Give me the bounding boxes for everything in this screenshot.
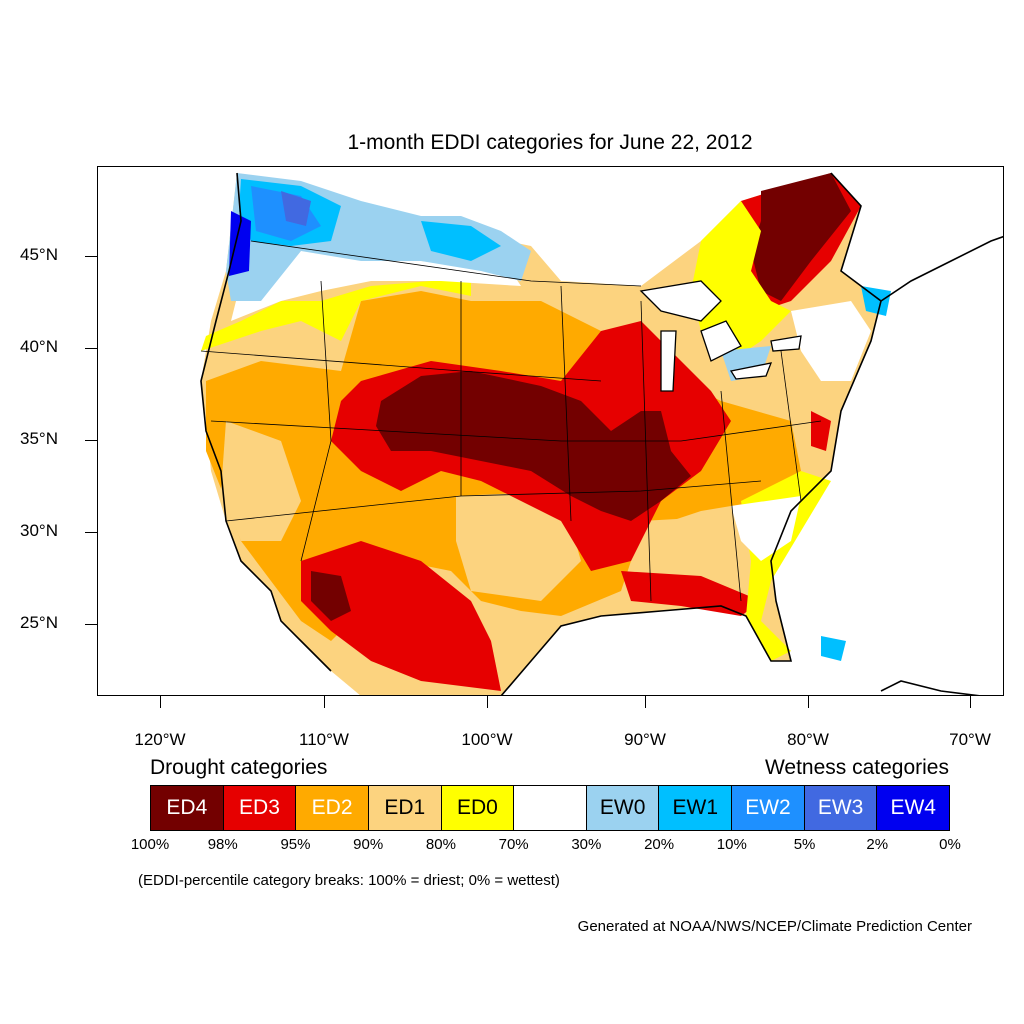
map-region-ed1-southwest: [221, 421, 301, 541]
lat-label-25: 25°N: [20, 613, 58, 632]
legend-box-ew0: EW0: [586, 786, 660, 830]
eddi-map: [97, 166, 1004, 696]
map-region-ed4-southwest: [311, 571, 351, 621]
map-region-ed3-mid-atlantic: [811, 411, 831, 451]
legend-box-ew3: EW3: [804, 786, 878, 830]
legend-percent-label: 80%: [425, 836, 456, 853]
map-region-ed4-ontario: [751, 173, 851, 301]
legend-wetness-heading: Wetness categories: [764, 756, 949, 779]
map-region-neutral-northeast: [791, 301, 871, 381]
lat-label-35: 35°N: [20, 429, 58, 448]
lon-tick-110: [324, 696, 325, 708]
lon-label-120: 120°W: [134, 730, 186, 749]
map-region-ed1-oklahoma: [456, 491, 581, 601]
map-region-ed4-central: [376, 371, 691, 521]
lon-label-100: 100°W: [461, 730, 513, 749]
lon-tick-100: [487, 696, 488, 708]
lon-label-90: 90°W: [624, 730, 666, 749]
legend-percent-label: 30%: [571, 836, 602, 853]
lon-tick-120: [160, 696, 161, 708]
lat-label-30: 30°N: [20, 521, 58, 540]
legend-drought-heading: Drought categories: [150, 756, 328, 779]
map-region-ew1-northcentral: [421, 221, 501, 261]
legend-box-ed0: ED0: [441, 786, 515, 830]
legend-box-ed1: ED1: [368, 786, 442, 830]
legend-box-ew4: EW4: [877, 786, 950, 830]
legend-percent-label: 95%: [280, 836, 311, 853]
legend-percent-label: 2%: [866, 836, 889, 853]
lon-tick-70: [970, 696, 971, 708]
credit-line: Generated at NOAA/NWS/NCEP/Climate Predi…: [577, 918, 972, 935]
lon-label-110: 110°W: [299, 730, 349, 749]
map-region-ew3-northwest: [281, 191, 311, 226]
lat-tick-40: [85, 348, 97, 349]
map-region-ed0-east: [691, 201, 791, 361]
legend-percent-label: 100%: [130, 836, 170, 853]
lat-tick-30: [85, 532, 97, 533]
great-lakes: [639, 280, 802, 392]
map-region-ew1-new-england: [861, 286, 891, 316]
lon-label-80: 80°W: [787, 730, 829, 749]
map-region-ew1-bahamas: [821, 636, 846, 661]
map-region-ed3-gulf: [621, 571, 761, 616]
eddi-map-canvas: [200, 172, 1003, 695]
map-region-neutral-north: [231, 251, 521, 321]
legend-box-ed3: ED3: [223, 786, 297, 830]
map-title: 1-month EDDI categories for June 22, 201…: [347, 131, 753, 154]
legend-colorbar: ED4 ED3 ED2 ED1 ED0 EW0 EW1 EW2 EW3 EW4: [150, 785, 950, 831]
legend-percent-label: 70%: [498, 836, 529, 853]
coastline-borders: [200, 172, 1003, 695]
legend-percent-label: 90%: [353, 836, 384, 853]
lat-label-40: 40°N: [20, 337, 58, 356]
legend-box-ew2: EW2: [732, 786, 805, 830]
lat-label-45: 45°N: [20, 245, 58, 264]
legend-percent-label: 10%: [716, 836, 747, 853]
lon-tick-80: [808, 696, 809, 708]
legend-percent-label: 98%: [207, 836, 238, 853]
legend-note: (EDDI-percentile category breaks: 100% =…: [138, 872, 560, 889]
lon-label-70: 70°W: [949, 730, 991, 749]
legend-percent-label: 20%: [644, 836, 675, 853]
legend-box-ed4: ED4: [151, 786, 224, 830]
legend-percent-label: 0%: [939, 836, 961, 853]
lat-tick-25: [85, 624, 97, 625]
lat-tick-45: [85, 256, 97, 257]
lat-tick-35: [85, 440, 97, 441]
legend-box-ew1: EW1: [659, 786, 733, 830]
legend-box-neutral: [514, 786, 587, 830]
legend-percent-label: 5%: [793, 836, 816, 853]
state-borders: [200, 240, 822, 602]
map-region-neutral-southeast: [731, 496, 801, 561]
lon-tick-90: [645, 696, 646, 708]
legend-box-ed2: ED2: [296, 786, 369, 830]
map-region-ed3-southwest: [301, 541, 501, 691]
map-region-ew4-coast: [229, 211, 251, 276]
map-region-ed0-north: [201, 276, 471, 351]
